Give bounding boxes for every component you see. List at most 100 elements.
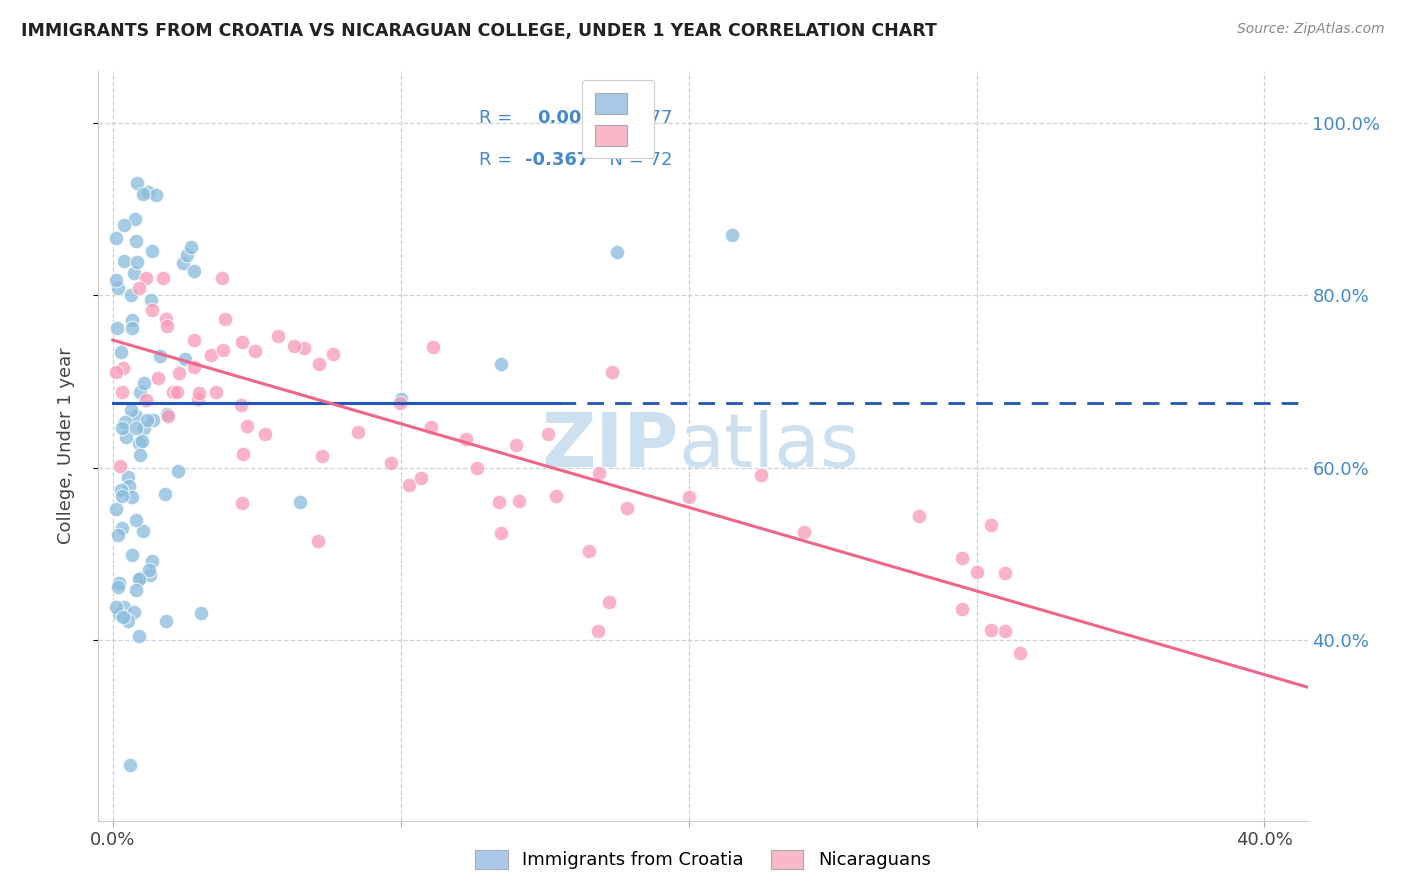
Point [132, 376, 155, 391]
Point [398, 478, 420, 492]
Point [167, 464, 190, 478]
Point [111, 421, 134, 435]
Point [112, 253, 135, 268]
Point [135, 413, 157, 427]
Point [190, 607, 212, 621]
Point [129, 385, 152, 400]
Point [488, 495, 510, 509]
Point [188, 386, 211, 401]
Point [598, 594, 620, 608]
Point [292, 342, 315, 356]
Point [253, 426, 276, 441]
Point [211, 271, 233, 285]
Point [491, 357, 513, 371]
Point [125, 234, 148, 248]
Point [131, 186, 153, 201]
Point [183, 360, 205, 375]
Point [908, 508, 931, 523]
Point [118, 479, 141, 493]
Point [505, 438, 527, 452]
Point [138, 563, 160, 577]
Point [148, 370, 170, 384]
Point [187, 392, 209, 406]
Text: R =: R = [479, 151, 519, 169]
Point [616, 501, 638, 516]
Point [231, 398, 253, 412]
Point [586, 624, 609, 638]
Point [578, 544, 600, 558]
Point [145, 188, 167, 202]
Point [132, 420, 155, 434]
Point [141, 244, 163, 258]
Point [149, 349, 172, 363]
Point [107, 528, 129, 542]
Point [176, 248, 198, 262]
Point [950, 602, 973, 616]
Point [104, 501, 127, 516]
Point [183, 334, 205, 348]
Point [111, 489, 134, 503]
Point [465, 461, 488, 475]
Point [156, 408, 179, 422]
Point [456, 432, 478, 446]
Point [166, 384, 188, 399]
Point [172, 255, 194, 269]
Point [129, 571, 152, 585]
Point [389, 392, 412, 406]
Point [141, 554, 163, 568]
Point [308, 357, 330, 371]
Point [180, 240, 202, 254]
Point [311, 449, 333, 463]
Point [111, 384, 134, 399]
Point [388, 396, 411, 410]
Point [111, 521, 134, 535]
Point [720, 227, 742, 242]
Point [128, 281, 150, 295]
Point [980, 624, 1002, 638]
Point [104, 272, 127, 286]
Point [212, 343, 235, 357]
Point [994, 624, 1017, 639]
Y-axis label: College, Under 1 year: College, Under 1 year [56, 348, 75, 544]
Point [245, 344, 267, 359]
Point [231, 496, 253, 510]
Text: R =: R = [479, 109, 519, 127]
Point [110, 344, 132, 359]
Point [121, 548, 143, 562]
Point [120, 288, 142, 302]
Point [950, 550, 973, 565]
Point [120, 757, 142, 772]
Point [128, 572, 150, 586]
Point [422, 340, 444, 354]
Point [600, 365, 623, 379]
Point [124, 583, 146, 598]
Point [108, 607, 131, 621]
Point [156, 319, 179, 334]
Point [267, 328, 290, 343]
Legend: Immigrants from Croatia, Nicaraguans: Immigrants from Croatia, Nicaraguans [467, 841, 939, 879]
Point [152, 271, 174, 285]
Point [114, 415, 136, 429]
Point [141, 303, 163, 318]
Point [129, 448, 152, 462]
Text: ZIP: ZIP [541, 409, 679, 483]
Point [236, 418, 259, 433]
Point [155, 312, 177, 326]
Point [231, 335, 253, 350]
Point [117, 614, 139, 628]
Point [104, 600, 127, 615]
Point [121, 491, 143, 505]
Text: 0.002: 0.002 [537, 109, 595, 127]
Point [124, 421, 146, 435]
Point [117, 470, 139, 484]
Legend: , : , [582, 80, 654, 158]
Point [508, 493, 530, 508]
Point [537, 427, 560, 442]
Point [183, 264, 205, 278]
Point [793, 524, 815, 539]
Point [124, 212, 146, 227]
Point [307, 533, 329, 548]
Text: atlas: atlas [679, 409, 860, 483]
Point [105, 320, 128, 334]
Point [124, 512, 146, 526]
